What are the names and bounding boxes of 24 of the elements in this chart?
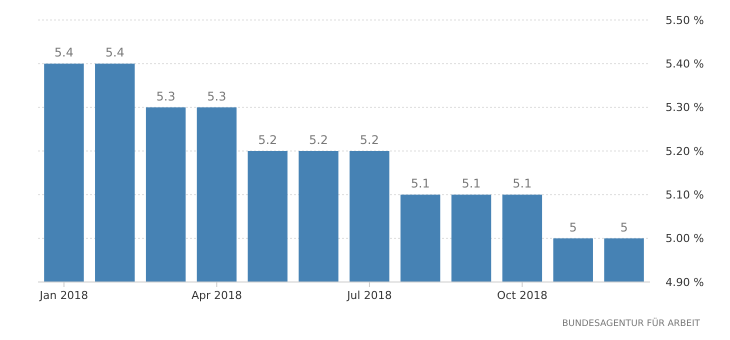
y-tick-label: 5.20 % (666, 144, 704, 158)
y-tick-label: 5.40 % (666, 58, 704, 71)
data-label: 5.1 (462, 176, 481, 191)
data-label: 5.4 (54, 46, 74, 60)
data-label: 5.3 (207, 89, 226, 104)
y-tick-label: 5.00 % (666, 232, 704, 246)
y-tick-label: 5.50 % (666, 14, 704, 27)
data-label: 5.3 (156, 89, 176, 104)
data-label: 5.2 (308, 133, 328, 147)
x-tick-label: Jul 2018 (346, 289, 392, 302)
data-label: 5 (569, 220, 577, 234)
data-label: 5.1 (410, 176, 430, 191)
data-label: 5.4 (105, 46, 124, 60)
data-label: 5.2 (360, 133, 380, 147)
data-label: 5 (620, 220, 628, 234)
x-tick-label: Jan 2018 (38, 289, 88, 302)
y-tick-label: 5.30 % (666, 101, 704, 114)
x-tick-label: Oct 2018 (496, 289, 548, 302)
x-tick-label: Apr 2018 (191, 289, 242, 302)
data-label: 5.1 (512, 176, 532, 191)
data-label: 5.2 (258, 133, 278, 147)
text: BUNDESAGENTUR FÜR ARBEIT (562, 317, 700, 329)
y-tick-label: 4.90 % (666, 276, 704, 289)
y-tick-label: 5.10 % (666, 188, 704, 202)
